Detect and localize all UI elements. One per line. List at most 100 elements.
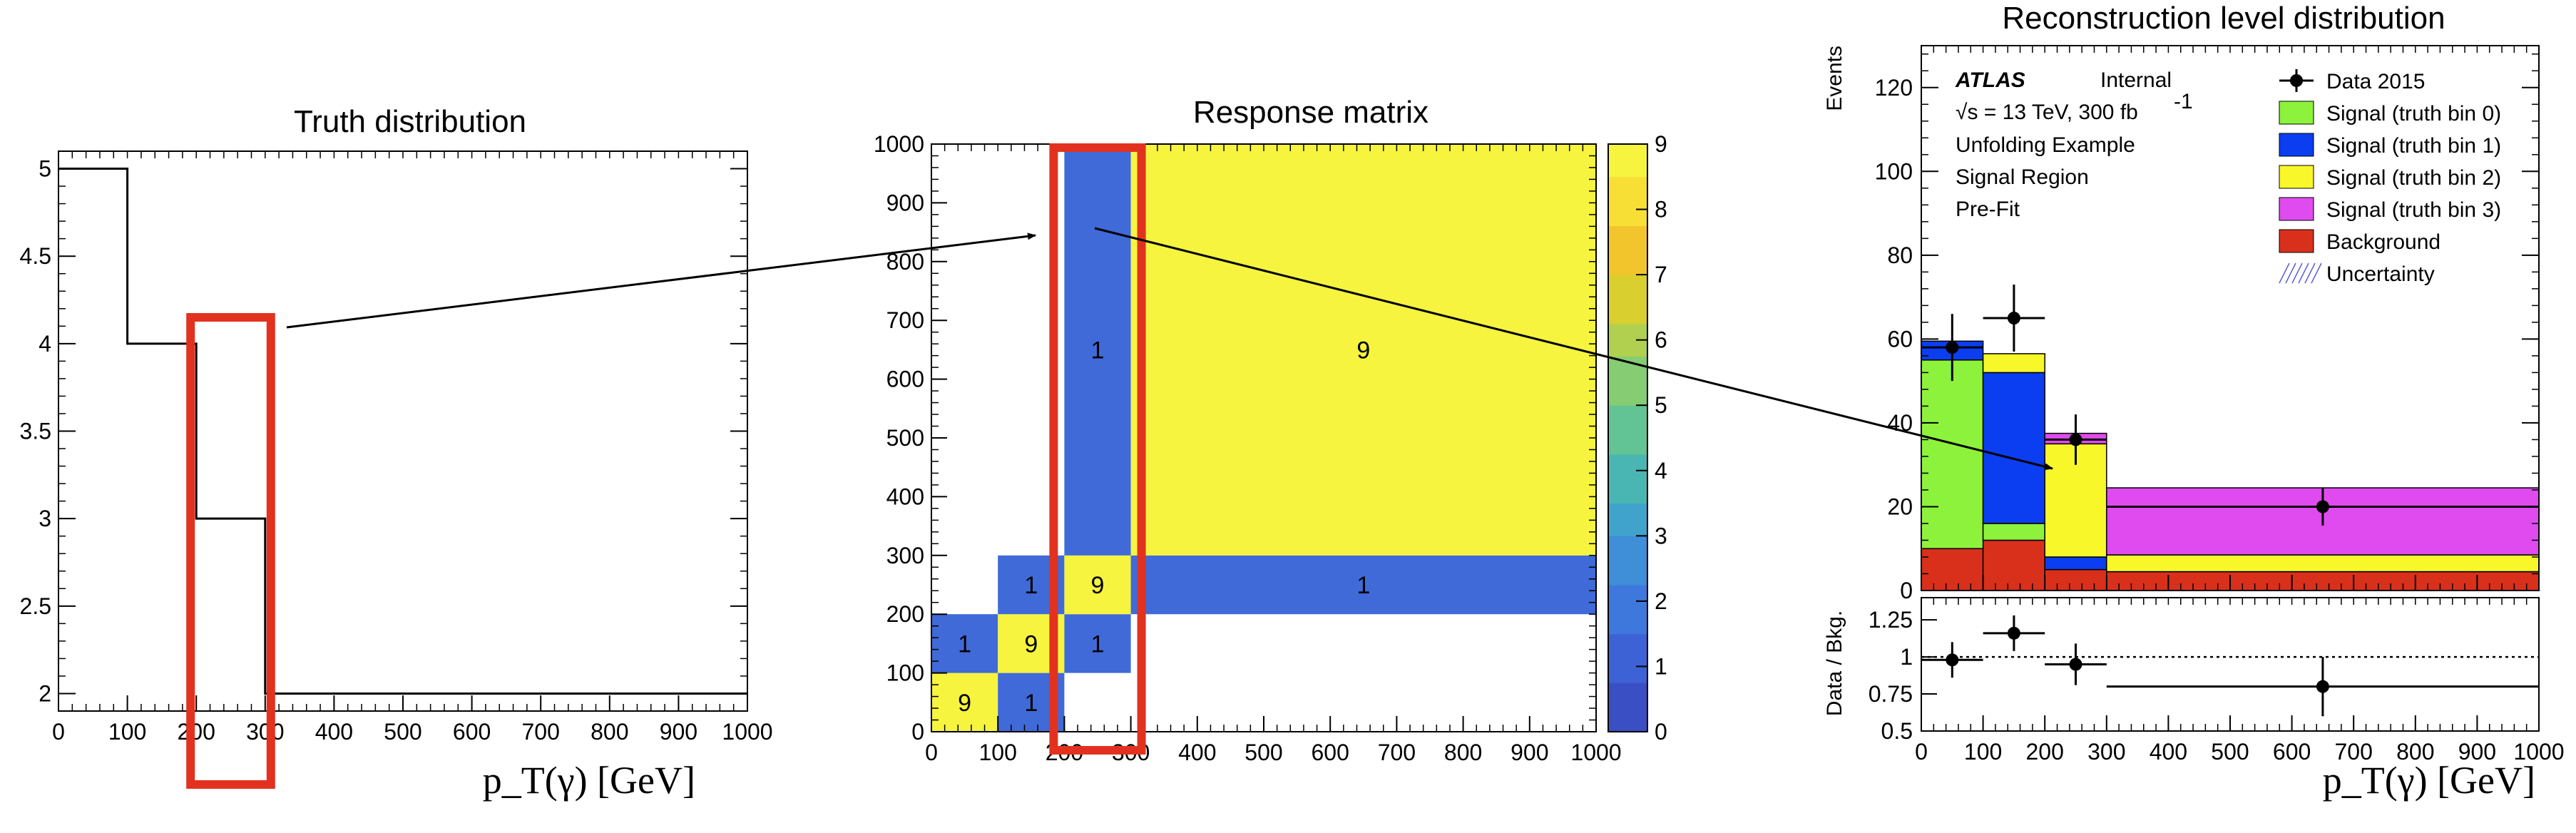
arrow-truth-to-response [286,232,1036,329]
legend-uncertainty-hatch [2311,262,2322,284]
info-line-0: Unfolding Example [1956,133,2135,157]
stack-bar-s1-b1 [1982,523,2045,541]
ratio-y-tick-label: 1 [1900,644,1913,670]
legend-uncertainty-hatch [2291,262,2303,284]
x-tick-label: 600 [453,719,491,745]
matrix-cell-label-4: 1 [1091,630,1105,658]
matrix-cell-label-0: 9 [958,690,971,717]
x-tick-label: 500 [384,719,421,745]
y-tick-label: 80 [1887,242,1913,268]
x-tick-label: 400 [2150,739,2187,765]
y-tick-label: 600 [886,367,924,392]
colorbar-band [1608,552,1647,569]
x-tick-label: 700 [1378,740,1416,765]
y-axis-label: Events [1823,46,1846,111]
x-tick-label: 400 [315,719,353,745]
colorbar-band [1608,275,1647,292]
energy-lumi-label: √s = 13 TeV, 300 fb [1956,101,2138,124]
y-tick-label: 100 [1875,158,1913,184]
legend-swatch-4 [2279,197,2314,221]
x-tick-label: 900 [1511,740,1548,765]
stack-bar-s0-b3 [2106,571,2540,591]
x-tick-label: 700 [2335,739,2373,765]
y-tick-label: 0 [1900,578,1913,603]
matrix-cell-7 [1130,555,1596,615]
arrow-response-to-reco [1094,227,2053,471]
colorbar-band [1608,617,1647,635]
y-tick-label: 0 [911,719,924,745]
x-tick-label: 800 [591,719,628,745]
matrix-cell-9 [1130,144,1596,556]
x-tick-label: 800 [1444,740,1482,765]
colorbar-band [1608,650,1647,667]
legend-label-3: Signal (truth bin 2) [2326,166,2501,190]
colorbar-band [1608,666,1647,683]
x-tick-label: 0 [52,719,65,745]
colorbar-band [1608,307,1647,324]
truth-highlight-box [186,313,275,789]
x-tick-label: 900 [2458,739,2496,765]
ratio-point-2 [2069,658,2082,671]
colorbar-band [1608,405,1647,422]
colorbar-band [1608,715,1647,732]
legend-swatch-1 [2279,101,2314,125]
legend-label-1: Signal (truth bin 0) [2326,102,2501,126]
legend-label-data: Data 2015 [2326,70,2425,93]
x-tick-label: 700 [522,719,560,745]
y-tick-label: 2 [39,680,51,706]
y-tick-label: 3.5 [20,419,51,444]
legend-swatch-2 [2279,133,2314,157]
y-tick-label: 4 [39,331,51,357]
ratio-point-3 [2316,680,2329,693]
x-tick-label: 100 [1964,739,2002,765]
reconstruction-distribution-chart: 0 100 200 300 400 500 600 700 800 900 100002040608… [1823,1,2565,802]
x-tick-label: 500 [1244,740,1282,765]
colorbar-tick-label: 6 [1655,327,1667,353]
colorbar-band [1608,585,1647,602]
y-tick-label: 500 [886,425,924,451]
plot-frame [58,150,748,712]
colorbar-band [1608,209,1647,226]
legend-data-marker [2290,74,2303,87]
annotation-layer [286,227,2053,471]
colorbar-band [1608,144,1647,161]
y-tick-label: 4.5 [20,243,51,269]
legend-label-2: Signal (truth bin 1) [2326,134,2501,158]
colorbar-tick-label: 5 [1655,392,1667,418]
colorbar-band [1608,258,1647,275]
chart-title: Reconstruction level distribution [2002,1,2445,36]
data-point-2 [2069,433,2082,446]
stack-bar-s1-b0 [1921,359,1984,549]
ratio-y-tick-label: 0.5 [1881,718,1913,744]
response-highlight-box [1049,143,1146,755]
ratio-point-1 [2007,626,2020,640]
colorbar-tick-label: 4 [1655,458,1667,484]
colorbar-band [1608,683,1647,700]
chart-title: Truth distribution [294,104,526,139]
matrix-cell-label-3: 9 [1024,630,1038,658]
y-tick-label: 100 [886,660,924,686]
colorbar-band [1608,568,1647,586]
colorbar-band [1608,470,1647,488]
matrix-cell-label-5: 1 [1024,572,1038,599]
stack-bar-s0-b2 [2044,568,2107,591]
x-tick-label: 1000 [722,719,772,745]
x-tick-label: 300 [2087,739,2125,765]
y-tick-label: 900 [886,190,924,215]
x-axis-label: p_T(γ) [GeV] [483,759,695,802]
legend-label-0: Background [2326,230,2440,254]
colorbar-band [1608,389,1647,406]
colorbar-band [1608,193,1647,210]
legend-uncertainty-hatch [2298,262,2309,284]
colorbar-band [1608,291,1647,308]
matrix-cell-label-1: 1 [1024,690,1038,717]
x-tick-label: 300 [246,719,284,745]
colorbar-band [1608,339,1647,357]
stack-bar-s3-b3 [2106,554,2540,573]
info-line-2: Pre-Fit [1956,198,2020,221]
ratio-point-0 [1946,653,1959,667]
info-line-1: Signal Region [1956,165,2089,189]
matrix-cell-2 [931,614,998,673]
colorbar-band [1608,242,1647,259]
